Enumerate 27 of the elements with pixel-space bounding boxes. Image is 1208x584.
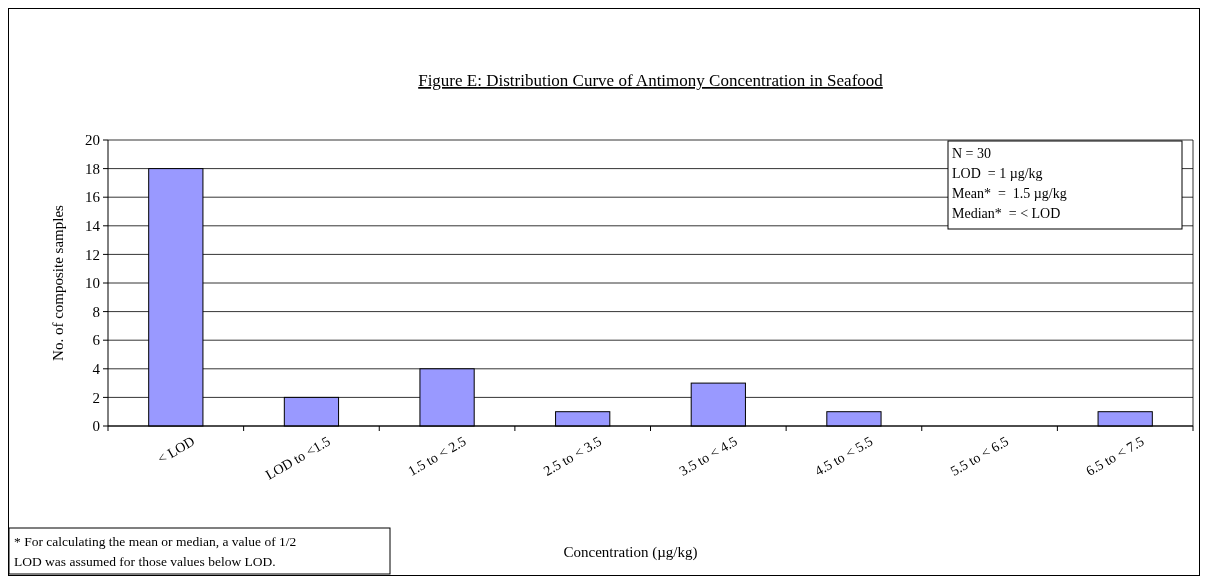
footnote-box: * For calculating the mean or median, a value of 1/2 LOD was assumed for those values below LOD. — [8, 527, 391, 575]
y-axis-title: No. of composite samples — [50, 204, 66, 361]
x-tick-label: < LOD — [155, 433, 198, 467]
x-axis-title: Concentration (µg/kg) — [563, 544, 698, 561]
x-tick-label: 5.5 to < 6.5 — [947, 433, 1012, 479]
y-tick-label: 10 — [85, 275, 100, 292]
y-tick-label: 6 — [92, 332, 101, 349]
x-tick-label: 2.5 to < 3.5 — [541, 433, 605, 479]
x-tick-label: 4.5 to < 5.5 — [812, 433, 876, 479]
annotation: Median* = < LOD — [952, 206, 1061, 221]
y-tick-label: 18 — [85, 160, 100, 177]
x-tick-label: 6.5 to < 7.5 — [1083, 433, 1147, 479]
y-tick-label: 12 — [85, 246, 100, 263]
x-tick-label: LOD to <1.5 — [263, 433, 333, 483]
annotation: Mean* = 1.5 µg/kg — [952, 186, 1067, 201]
y-tick-label: 8 — [92, 303, 100, 320]
y-tick-label: 0 — [92, 418, 100, 435]
y-tick-label: 14 — [85, 218, 101, 235]
y-tick-label: 16 — [85, 189, 101, 206]
chart-title: Figure E: Distribution Curve of Antimony Concentration in Seafood — [418, 71, 884, 90]
y-tick-label: 2 — [92, 389, 100, 406]
x-tick-label: 3.5 to < 4.5 — [676, 433, 740, 479]
y-tick-label: 4 — [92, 361, 101, 378]
annotation: LOD = 1 µg/kg — [952, 166, 1043, 181]
annotation: N = 30 — [952, 146, 992, 161]
x-tick-label: 1.5 to < 2.5 — [405, 433, 469, 479]
y-tick-label: 20 — [85, 132, 100, 149]
